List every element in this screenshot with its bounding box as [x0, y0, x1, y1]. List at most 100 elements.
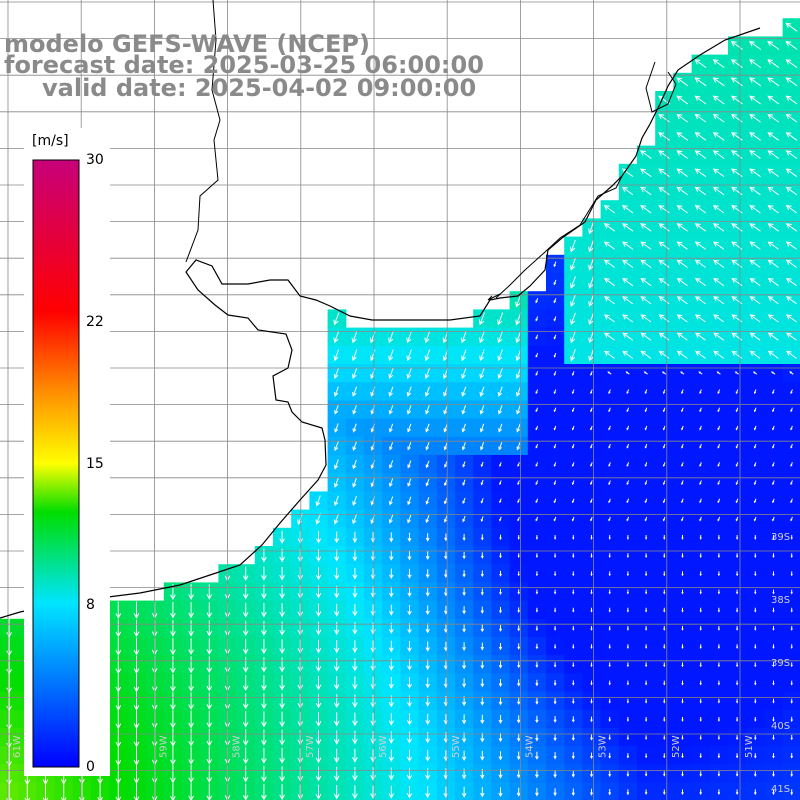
wind-arrow [772, 462, 775, 467]
wind-arrow [261, 711, 267, 728]
wind-arrow [407, 478, 412, 487]
wind-arrow [572, 535, 575, 540]
wind-arrow [352, 549, 358, 562]
wind-arrow [590, 626, 593, 631]
wind-arrow [444, 461, 448, 468]
wind-arrow [497, 368, 503, 379]
wind-arrow [772, 662, 775, 668]
wind-arrow [735, 553, 739, 559]
wind-arrow [333, 495, 339, 507]
wind-arrow [499, 534, 502, 541]
wind-arrow [644, 480, 648, 486]
wind-arrow [407, 442, 412, 451]
wind-arrow [388, 368, 394, 379]
wind-arrow [406, 405, 412, 415]
wind-arrow [753, 789, 757, 796]
wind-arrow [681, 553, 684, 559]
wind-arrow [785, 22, 798, 32]
wind-arrow [370, 676, 376, 690]
wind-arrow [640, 241, 652, 250]
wind-arrow [626, 771, 630, 777]
wind-arrow [479, 368, 485, 379]
wind-arrow [571, 516, 575, 522]
wind-arrow [480, 678, 485, 688]
wind-arrow [535, 571, 539, 577]
wind-arrow [590, 716, 593, 723]
wind-arrow [790, 662, 793, 668]
wind-arrow [242, 675, 249, 692]
wind-arrow [315, 603, 322, 617]
wind-arrow [480, 624, 485, 633]
wind-arrow [790, 462, 793, 467]
wind-arrow [699, 698, 702, 704]
wind-arrow [407, 587, 412, 598]
wind-arrow [572, 662, 575, 668]
wind-arrow [790, 753, 794, 759]
wind-arrow [767, 277, 779, 287]
wind-arrow [626, 662, 630, 668]
wind-arrow [644, 680, 648, 686]
wind-arrow [370, 604, 376, 617]
wind-arrow [790, 607, 793, 613]
wind-arrow [644, 389, 648, 395]
wind-arrow [735, 535, 739, 540]
wind-arrow [315, 567, 322, 581]
wind-arrow [590, 571, 593, 577]
colorbar-tick-label: 8 [86, 597, 95, 614]
wind-arrow [553, 425, 557, 431]
wind-arrow [735, 389, 739, 395]
wind-arrow [753, 443, 757, 449]
wind-arrow [622, 314, 634, 323]
wind-arrow [462, 533, 466, 541]
wind-arrow [590, 516, 593, 522]
wind-arrow [535, 298, 539, 304]
lat-label: 41S [771, 784, 790, 795]
wind-arrow [658, 259, 670, 268]
wind-arrow [406, 330, 412, 344]
wind-arrow [608, 770, 612, 778]
wind-arrow [571, 698, 575, 705]
wind-arrow [480, 787, 485, 798]
wind-arrow [462, 461, 466, 468]
wind-arrow [170, 692, 176, 711]
wind-arrow [681, 680, 684, 686]
wind-arrow [425, 497, 430, 505]
wind-arrow [590, 553, 593, 559]
wind-arrow [498, 423, 503, 433]
wind-arrow [772, 680, 775, 686]
wind-arrow [790, 553, 793, 559]
wind-arrow [261, 693, 267, 710]
wind-arrow [717, 789, 721, 796]
wind-arrow [352, 386, 358, 397]
wind-arrow [133, 709, 140, 729]
wind-arrow [535, 643, 539, 650]
wind-arrow [749, 186, 761, 196]
wind-arrow [730, 40, 743, 50]
wind-arrow [370, 712, 376, 726]
wind-arrow [588, 294, 595, 307]
wind-arrow [480, 479, 484, 486]
wind-arrow [572, 644, 575, 650]
wind-arrow [608, 589, 611, 595]
wind-arrow [608, 516, 611, 522]
wind-arrow [590, 752, 593, 760]
wind-arrow [444, 479, 448, 487]
wind-arrow [694, 204, 707, 214]
wind-arrow [479, 349, 485, 362]
wind-arrow [425, 786, 431, 799]
wind-arrow [754, 698, 757, 704]
wind-arrow [749, 168, 761, 178]
wind-arrow [572, 607, 575, 613]
wind-arrow [388, 785, 395, 799]
wind-arrow [749, 350, 761, 359]
wind-arrow [753, 498, 757, 504]
wind-arrow [717, 425, 721, 431]
wind-arrow [297, 784, 304, 800]
wind-arrow [535, 661, 539, 668]
wind-arrow [589, 770, 594, 778]
wind-arrow [681, 698, 684, 704]
wind-arrow [535, 443, 539, 449]
wind-arrow [498, 733, 503, 743]
wind-arrow [622, 296, 634, 305]
wind-arrow [713, 314, 725, 323]
